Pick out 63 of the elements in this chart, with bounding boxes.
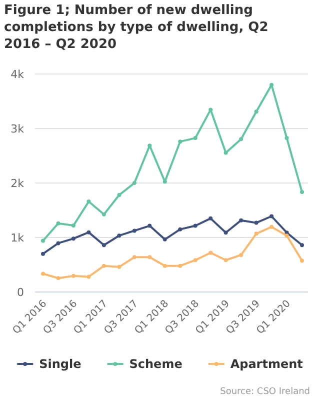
point [254, 220, 258, 225]
point [117, 192, 122, 197]
point [41, 252, 45, 256]
point [178, 140, 182, 144]
point [41, 272, 45, 276]
y-tick-label: 0 [17, 286, 24, 299]
point [193, 258, 198, 262]
point [239, 137, 244, 142]
point [208, 250, 213, 255]
legend-label: Single [39, 357, 82, 371]
point [224, 230, 228, 235]
point [239, 218, 244, 222]
point [224, 258, 228, 262]
point [86, 200, 91, 204]
legend-label: Apartment [230, 357, 304, 371]
point [117, 264, 122, 269]
point [270, 214, 274, 218]
point [162, 180, 167, 184]
point [254, 232, 258, 236]
point [284, 136, 289, 140]
point [56, 241, 60, 246]
point [56, 276, 60, 280]
point [162, 237, 167, 242]
point [132, 228, 136, 233]
point [86, 230, 91, 234]
point [208, 216, 213, 220]
point [117, 234, 122, 238]
point [224, 150, 228, 155]
point [56, 221, 60, 226]
point [239, 252, 244, 257]
source-note: Source: CSO Ireland [220, 387, 310, 397]
point [148, 224, 152, 228]
point [41, 238, 45, 243]
y-tick-label: 1k [10, 232, 25, 244]
point [300, 258, 304, 263]
line-series [41, 214, 304, 256]
point [102, 264, 106, 268]
chart-title: Figure 1; Number of new dwelling completions by type of dwelling, Q2 2016 – Q2 2020 [4, 3, 268, 52]
point [102, 212, 106, 216]
point [284, 234, 289, 238]
point [193, 224, 198, 228]
point [193, 136, 198, 140]
point [300, 190, 304, 194]
point [178, 227, 182, 232]
y-tick-label: 4k [10, 68, 25, 81]
point [270, 82, 274, 87]
legend-label: Scheme [129, 357, 182, 371]
point [148, 255, 152, 260]
point [300, 243, 304, 248]
point [208, 108, 213, 112]
point [71, 274, 76, 278]
point [132, 181, 136, 185]
point [254, 110, 258, 114]
point [102, 243, 106, 248]
point [162, 264, 167, 268]
y-tick-label: 2k [10, 177, 25, 190]
y-tick-label: 3k [10, 122, 25, 136]
point [178, 264, 182, 268]
point [132, 255, 136, 260]
point [71, 224, 76, 228]
point [270, 224, 274, 229]
point [71, 236, 76, 241]
point [86, 274, 91, 279]
